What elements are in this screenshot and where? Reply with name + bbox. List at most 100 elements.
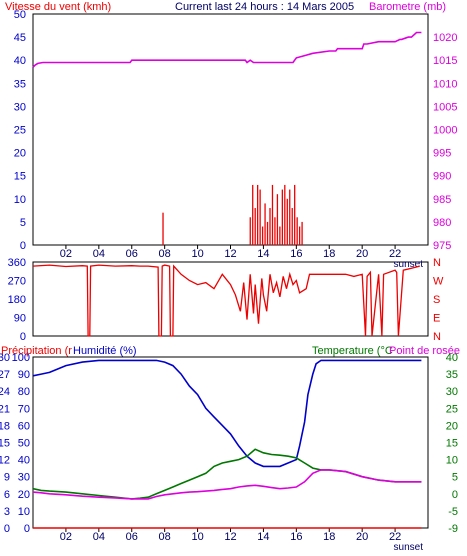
- bottom-xtick-label: 18: [323, 531, 335, 543]
- direction-ytick-label: 270: [8, 276, 26, 288]
- wind-ytick-label: 35: [14, 78, 26, 90]
- wind-ytick-label: 40: [14, 55, 26, 67]
- bottom-sunset-label: sunset: [394, 542, 424, 551]
- humidity-ytick-label: 0: [24, 523, 30, 535]
- temperature-ytick-label: 10: [446, 455, 458, 467]
- wind-ytick-label: 0: [20, 240, 26, 252]
- wind-ytick-label: 30: [14, 101, 26, 113]
- rain-ytick-label: 21: [0, 403, 10, 415]
- humidity-ytick-label: 100: [12, 352, 30, 364]
- bottom-xtick-label: 02: [60, 531, 72, 543]
- humidity-ytick-label: 80: [18, 386, 30, 398]
- direction-compass-label: S: [433, 294, 440, 306]
- wind-ytick-label: 15: [14, 171, 26, 183]
- top-xtick-label: 12: [224, 248, 236, 260]
- direction-compass-label: E: [433, 313, 440, 325]
- pressure-ytick-label: 1015: [433, 55, 457, 67]
- top-xtick-label: 08: [159, 248, 171, 260]
- top-sunset-label: sunset: [394, 259, 424, 270]
- direction-compass-label: N: [433, 331, 441, 343]
- pressure-ytick-label: 1005: [433, 101, 457, 113]
- rain-ytick-label: 12: [0, 455, 10, 467]
- temperature-ytick-label: 25: [446, 403, 458, 415]
- pressure-ytick-label: 980: [433, 217, 451, 229]
- temperature-ytick-label: 20: [446, 420, 458, 432]
- bottom-xtick-label: 12: [224, 531, 236, 543]
- humidity-series-line: [32, 359, 422, 468]
- humidity-ytick-label: 40: [18, 455, 30, 467]
- top-xtick-label: 10: [191, 248, 203, 260]
- wind-ytick-label: 45: [14, 32, 26, 44]
- wind-ytick-label: 25: [14, 125, 26, 137]
- direction-compass-label: N: [433, 257, 441, 269]
- bottom-xtick-label: 14: [257, 531, 269, 543]
- pressure-ytick-label: 1000: [433, 125, 457, 137]
- direction-ytick-label: 90: [14, 313, 26, 325]
- direction-ytick-label: 0: [20, 331, 26, 343]
- rain-ytick-label: 27: [0, 369, 10, 381]
- wind-direction-series-line: [32, 264, 420, 337]
- pressure-series-line: [32, 31, 422, 68]
- pressure-ytick-label: 990: [433, 171, 451, 183]
- humidity-ytick-label: 70: [18, 403, 30, 415]
- top-xtick-label: 04: [93, 248, 105, 260]
- bottom-xtick-label: 10: [191, 531, 203, 543]
- temperature-ytick-label: 40: [446, 352, 458, 364]
- humidity-ytick-label: 60: [18, 420, 30, 432]
- dewpoint-axis-title: Point de rosée: [389, 345, 460, 357]
- pressure-axis-title: Barometre (mb): [369, 1, 446, 13]
- data-series: [32, 31, 422, 529]
- temperature-ytick-label: -9: [448, 523, 458, 535]
- humidity-ytick-label: 10: [18, 506, 30, 518]
- temperature-ytick-label: 15: [446, 438, 458, 450]
- plot-frame-2: [32, 261, 429, 337]
- bottom-xtick-label: 04: [93, 531, 105, 543]
- pressure-ytick-label: 1010: [433, 78, 457, 90]
- pressure-ytick-label: 985: [433, 194, 451, 206]
- wind-ytick-label: 50: [14, 9, 26, 21]
- temperature-ytick-label: 0: [452, 489, 458, 501]
- direction-ytick-label: 180: [8, 294, 26, 306]
- direction-ytick-label: 360: [8, 257, 26, 269]
- wind-ytick-label: 20: [14, 148, 26, 160]
- pressure-ytick-label: 995: [433, 148, 451, 160]
- rain-ytick-label: 6: [4, 489, 10, 501]
- precipitation-axis-title: Précipitation (r: [1, 345, 72, 357]
- rain-ytick-label: 18: [0, 420, 10, 432]
- top-xtick-label: 20: [356, 248, 368, 260]
- rain-ytick-label: 30: [0, 352, 10, 364]
- top-xtick-label: 06: [126, 248, 138, 260]
- chart-title: Current last 24 hours : 14 Mars 2005: [175, 1, 354, 13]
- humidity-ytick-label: 50: [18, 438, 30, 450]
- rain-ytick-label: 24: [0, 386, 10, 398]
- top-xtick-label: 14: [257, 248, 269, 260]
- wind-axis-title: Vitesse du vent (kmh): [5, 1, 111, 13]
- bottom-xtick-label: 20: [356, 531, 368, 543]
- rain-ytick-label: 0: [4, 523, 10, 535]
- temperature-ytick-label: 30: [446, 386, 458, 398]
- pressure-ytick-label: 975: [433, 240, 451, 252]
- top-xtick-label: 16: [290, 248, 302, 260]
- bottom-xtick-label: 16: [290, 531, 302, 543]
- humidity-ytick-label: 30: [18, 472, 30, 484]
- rain-ytick-label: 3: [4, 506, 10, 518]
- humidity-ytick-label: 90: [18, 369, 30, 381]
- wind-ytick-label: 5: [20, 217, 26, 229]
- direction-compass-label: W: [433, 276, 444, 288]
- top-xtick-label: 22: [389, 248, 401, 260]
- bottom-xtick-label: 22: [389, 531, 401, 543]
- top-xtick-label: 02: [60, 248, 72, 260]
- rain-ytick-label: 9: [4, 472, 10, 484]
- top-xtick-label: 18: [323, 248, 335, 260]
- temperature-ytick-label: -5: [448, 506, 458, 518]
- temperature-axis-title: Temperature (°C: [312, 345, 393, 357]
- bottom-xtick-label: 08: [159, 531, 171, 543]
- humidity-axis-title: Humidité (%): [73, 345, 137, 357]
- wind-ytick-label: 10: [14, 194, 26, 206]
- pressure-ytick-label: 1020: [433, 32, 457, 44]
- dewpoint-series-line: [32, 469, 422, 500]
- humidity-ytick-label: 20: [18, 489, 30, 501]
